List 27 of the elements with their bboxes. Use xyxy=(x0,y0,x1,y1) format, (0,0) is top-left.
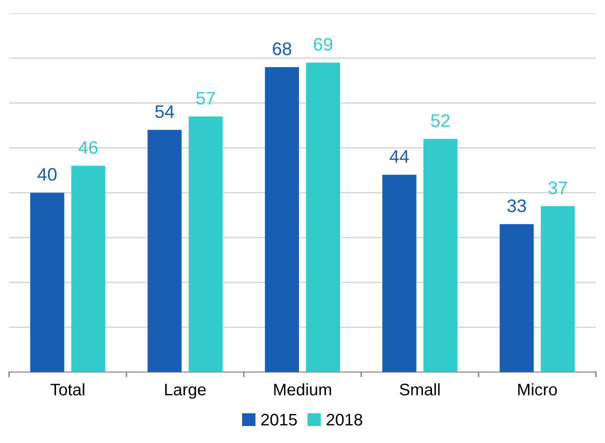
legend-label: 2015 xyxy=(261,414,297,426)
data-label: 57 xyxy=(196,92,215,105)
data-label: 37 xyxy=(548,181,567,194)
data-label: 40 xyxy=(38,168,57,181)
data-label: 52 xyxy=(431,114,450,127)
bar xyxy=(306,62,340,372)
bar xyxy=(148,130,182,372)
bar xyxy=(264,67,299,372)
bar xyxy=(30,192,64,372)
data-label: 46 xyxy=(78,141,98,154)
bar xyxy=(540,206,575,372)
data-label: 33 xyxy=(507,199,526,212)
x-tick-label: Small xyxy=(400,383,440,396)
x-tick-label: Micro xyxy=(518,383,557,396)
legend-label: 2018 xyxy=(326,414,362,426)
bar xyxy=(500,224,534,372)
x-tick-label: Total xyxy=(50,383,84,396)
bar xyxy=(71,166,106,372)
x-tick-label: Medium xyxy=(274,383,332,396)
bar xyxy=(423,138,458,372)
data-label: 69 xyxy=(314,38,332,51)
x-tick-label: Large xyxy=(165,384,206,399)
data-label: 68 xyxy=(272,42,292,56)
data-label: 54 xyxy=(155,105,174,118)
bar xyxy=(382,174,416,372)
bar xyxy=(188,116,223,372)
data-label: 44 xyxy=(390,150,409,163)
